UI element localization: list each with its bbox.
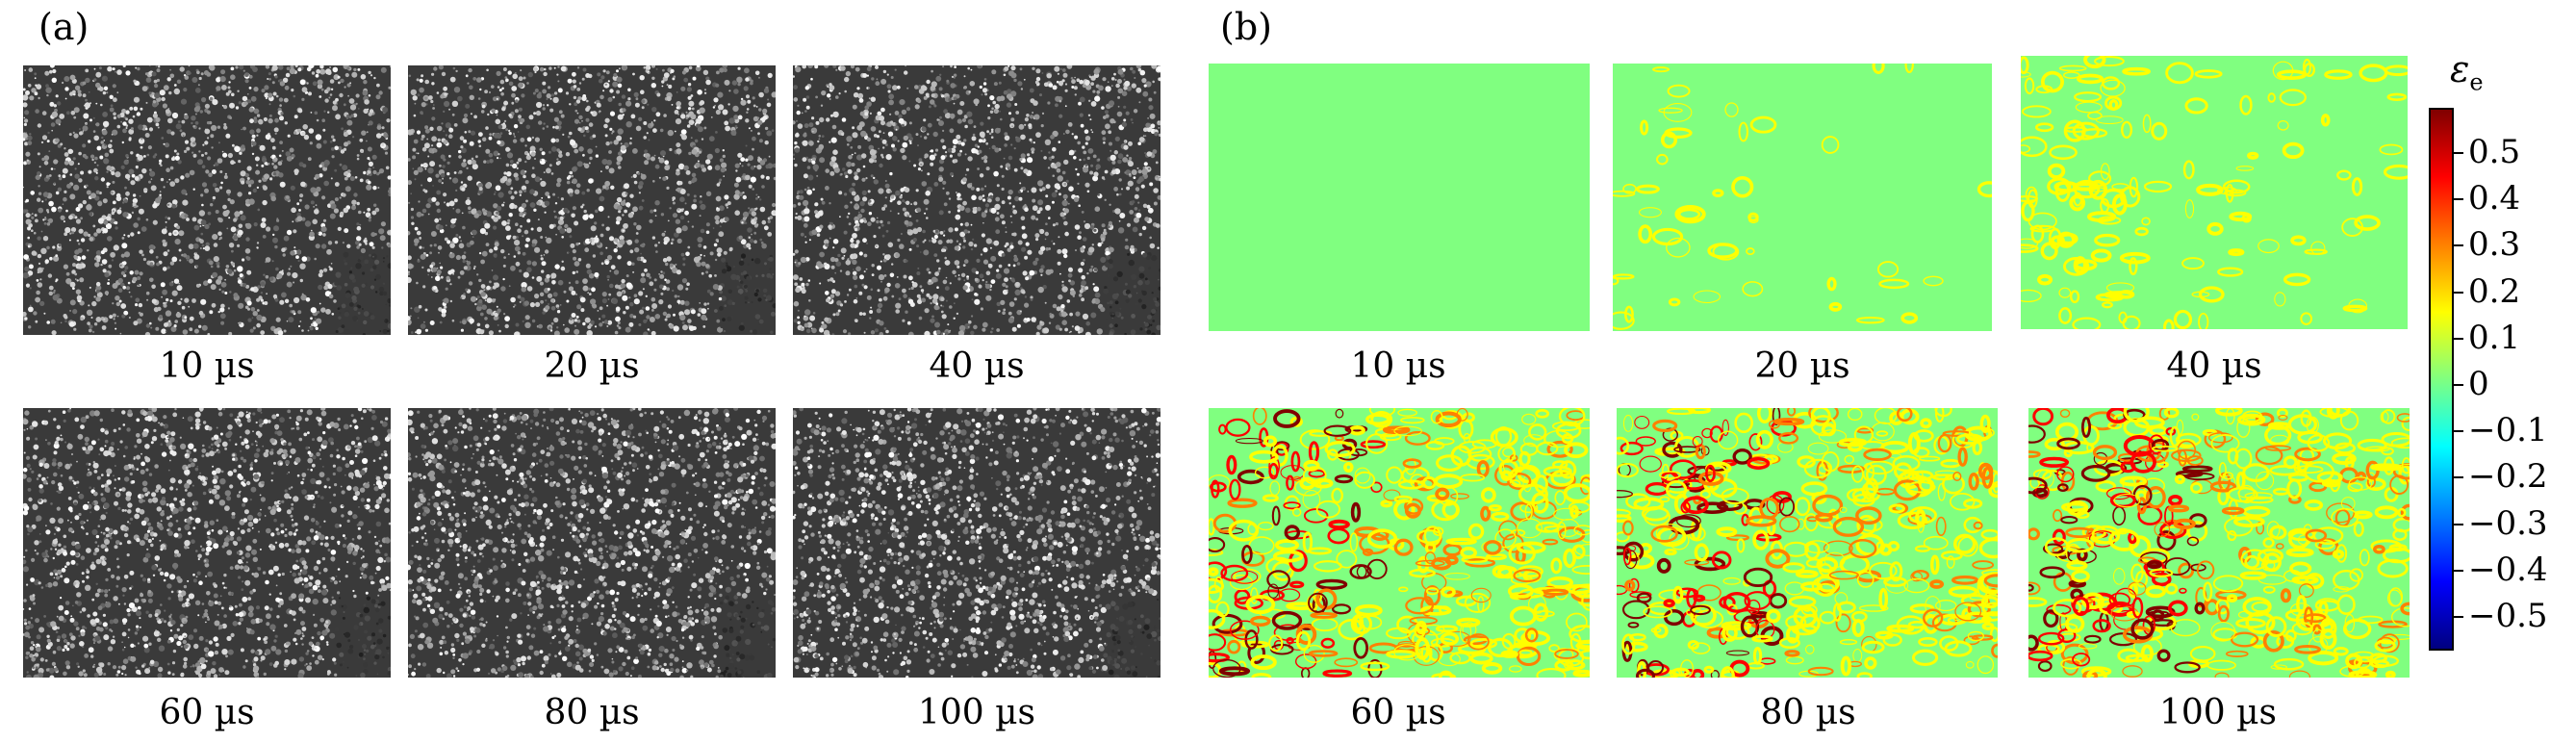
colorbar-tick — [2454, 198, 2463, 201]
colorbar-tick — [2454, 430, 2463, 433]
caption-a-80us: 80 µs — [544, 693, 640, 732]
colorbar-tick — [2454, 384, 2463, 386]
strain-map-20us — [1613, 64, 1992, 331]
colorbar-tick-label: 0.5 — [2468, 133, 2521, 171]
colorbar-tick-label: 0.4 — [2468, 179, 2521, 218]
colorbar-tick-label: −0.4 — [2468, 550, 2548, 589]
colorbar-tick-label: −0.2 — [2468, 457, 2548, 497]
colorbar-tick-label: 0.1 — [2468, 318, 2521, 357]
colorbar-tick — [2454, 244, 2463, 247]
colorbar-subscript: e — [2469, 68, 2484, 96]
caption-a-100us: 100 µs — [917, 693, 1036, 732]
caption-a-40us: 40 µs — [929, 346, 1025, 386]
colorbar-tick — [2454, 152, 2463, 154]
speckle-image-80us — [408, 408, 776, 678]
colorbar-tick — [2454, 337, 2463, 340]
colorbar-tick-label: 0 — [2468, 365, 2489, 403]
caption-b-60us: 60 µs — [1350, 693, 1446, 732]
strain-map-100us — [2028, 408, 2410, 678]
colorbar-tick — [2454, 616, 2463, 618]
colorbar-tick-label: −0.3 — [2468, 503, 2548, 543]
speckle-image-40us — [793, 65, 1160, 335]
speckle-image-20us — [408, 65, 776, 335]
colorbar-tick — [2454, 523, 2463, 525]
colorbar-tick — [2454, 476, 2463, 479]
colorbar-tick-label: 0.3 — [2468, 225, 2521, 265]
caption-b-100us: 100 µs — [2158, 693, 2278, 732]
caption-b-80us: 80 µs — [1760, 693, 1856, 732]
colorbar-title: εe — [2450, 48, 2484, 96]
colorbar-tick — [2454, 291, 2463, 294]
strain-map-40us — [2021, 56, 2408, 329]
colorbar — [2429, 108, 2454, 651]
colorbar-symbol: ε — [2450, 48, 2470, 90]
caption-b-20us: 20 µs — [1754, 346, 1850, 386]
colorbar-tick-label: −0.1 — [2468, 411, 2548, 450]
strain-map-60us — [1209, 408, 1590, 678]
strain-map-10us — [1209, 64, 1590, 331]
panel-a-label: (a) — [38, 6, 89, 48]
colorbar-tick — [2454, 569, 2463, 572]
speckle-image-10us — [23, 65, 391, 335]
panel-b-label: (b) — [1220, 6, 1272, 48]
caption-b-10us: 10 µs — [1350, 346, 1446, 386]
speckle-image-100us — [793, 408, 1160, 678]
caption-a-20us: 20 µs — [544, 346, 640, 386]
strain-map-80us — [1617, 408, 1998, 678]
colorbar-tick-label: 0.2 — [2468, 271, 2521, 311]
caption-b-40us: 40 µs — [2166, 346, 2262, 386]
caption-a-60us: 60 µs — [159, 693, 255, 732]
speckle-image-60us — [23, 408, 391, 678]
caption-a-10us: 10 µs — [159, 346, 255, 386]
colorbar-tick-label: −0.5 — [2468, 597, 2548, 635]
